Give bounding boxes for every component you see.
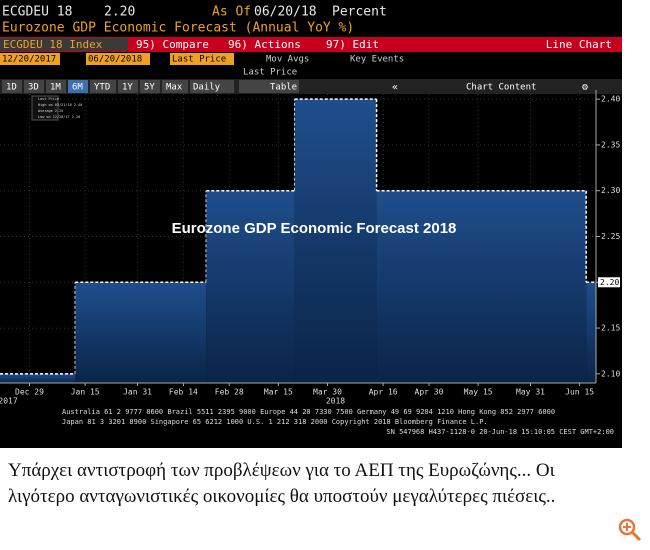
area-step [206, 190, 295, 383]
area-step [0, 373, 76, 383]
period-button[interactable] [162, 80, 188, 93]
period-button[interactable] [2, 80, 22, 93]
security-box[interactable] [0, 38, 128, 51]
security[interactable]: ECGDEU 18 Index [3, 38, 103, 51]
legend-entry: Average 2.25 [38, 109, 63, 113]
menu-item[interactable]: 96) Actions [228, 38, 301, 51]
period-button[interactable] [118, 80, 138, 93]
table-button[interactable] [239, 80, 299, 93]
field-select[interactable] [170, 53, 234, 65]
ticker: ECGDEU 18 [2, 5, 72, 20]
x-tick-label: Apr 30 [415, 388, 444, 397]
year-label: 2017 [0, 397, 18, 406]
frequency[interactable]: Daily [193, 83, 221, 93]
subtitle: Eurozone GDP Economic Forecast (Annual Y… [2, 21, 354, 36]
caption-line: Υπάρχει αντιστροφή των προβλέψεων για το… [8, 460, 555, 481]
period-label[interactable]: 1Y [122, 83, 133, 93]
mov-avgs[interactable]: Mov Avgs [266, 55, 309, 65]
y-tick-label: 2.25 [601, 232, 620, 241]
legend-entry: Low on 12/20/17 2.10 [38, 115, 80, 119]
zoom-icon[interactable] [616, 516, 644, 544]
menu-item[interactable]: Line Chart [546, 38, 612, 51]
chart-title: Eurozone GDP Economic Forecast 2018 [172, 220, 457, 237]
terminal: ECGDEU 18 2.20 As Of 06/20/18 Percent Eu… [0, 0, 622, 448]
x-tick-label: May 31 [516, 388, 545, 397]
x-tick-label: Dec 29 [15, 388, 44, 397]
period-label[interactable]: 3D [28, 83, 39, 93]
as-of-date: 06/20/18 [254, 5, 317, 20]
y-tick-label: 2.35 [601, 140, 620, 149]
legend-entry: High on 03/21/18 2.40 [38, 103, 82, 107]
date-input[interactable] [0, 53, 60, 65]
period-label[interactable]: 6M [72, 83, 83, 93]
area-step [75, 282, 207, 383]
arrows[interactable]: « [392, 82, 398, 93]
year-label: 2018 [326, 397, 345, 406]
period-label[interactable]: Max [166, 83, 183, 93]
period-label[interactable]: 1M [50, 83, 61, 93]
x-tick-label: Mar 30 [313, 388, 342, 397]
menu-item[interactable]: 95) Compare [136, 38, 209, 51]
y-tick-label: 2.10 [601, 369, 620, 378]
chart-content[interactable]: Chart Content [466, 83, 536, 93]
y-tick-label: 2.40 [601, 95, 620, 104]
menu-bar [0, 37, 622, 52]
y-tick-label: 2.15 [601, 324, 620, 333]
end-date[interactable]: 06/20/2018 [88, 55, 142, 65]
area-step [586, 282, 596, 383]
value-label: 2.20 [600, 278, 619, 287]
period-button[interactable] [140, 80, 160, 93]
menu-item[interactable]: 97) Edit [326, 38, 379, 51]
as-of-label: As Of [212, 5, 251, 20]
frequency-select[interactable] [190, 80, 234, 93]
period-button[interactable] [46, 80, 66, 93]
caption: Υπάρχει αντιστροφή των προβλέψεων για το… [8, 458, 608, 510]
x-tick-label: May 15 [464, 388, 493, 397]
footer-line: Japan 81 3 3201 8900 Singapore 65 6212 1… [62, 418, 488, 426]
x-tick-label: Jun 15 [565, 388, 594, 397]
y-tick-label: 2.30 [601, 186, 620, 195]
footer-line: SN 547968 H437-1128-0 20-Jun-18 15:10:05… [386, 428, 614, 436]
x-tick-label: Mar 15 [264, 388, 293, 397]
area-step [376, 190, 587, 383]
caption-line: λιγότερο ανταγωνιστικές οικονομίες θα υπ… [8, 486, 556, 507]
x-tick-label: Jan 15 [71, 388, 100, 397]
period-label[interactable]: 1D [6, 83, 17, 93]
footer-line: Australia 61 2 9777 8600 Brazil 5511 239… [62, 408, 555, 416]
legend-box [31, 95, 59, 121]
area-step [294, 99, 377, 383]
period-label[interactable]: 5Y [144, 83, 155, 93]
period-button[interactable] [90, 80, 116, 93]
key-events[interactable]: Key Events [350, 55, 404, 65]
unit: Percent [332, 5, 387, 20]
x-tick-label: Feb 14 [169, 388, 198, 397]
field-label: Last Price [243, 68, 297, 78]
date-input[interactable] [86, 53, 150, 65]
start-date[interactable]: 12/20/2017 [2, 55, 56, 65]
x-tick-label: Feb 28 [215, 388, 244, 397]
x-tick-label: Apr 16 [369, 388, 398, 397]
price: 2.20 [104, 5, 135, 20]
x-tick-label: Jan 31 [123, 388, 152, 397]
legend-entry: Last Price [38, 97, 59, 101]
settings[interactable]: ⚙ [581, 82, 588, 93]
period-button[interactable] [24, 80, 44, 93]
field[interactable]: Last Price [172, 55, 226, 65]
table-button-label[interactable]: Table [270, 83, 297, 93]
period-label[interactable]: YTD [94, 83, 110, 93]
last-price-box [598, 277, 620, 288]
period-button[interactable] [68, 80, 88, 93]
